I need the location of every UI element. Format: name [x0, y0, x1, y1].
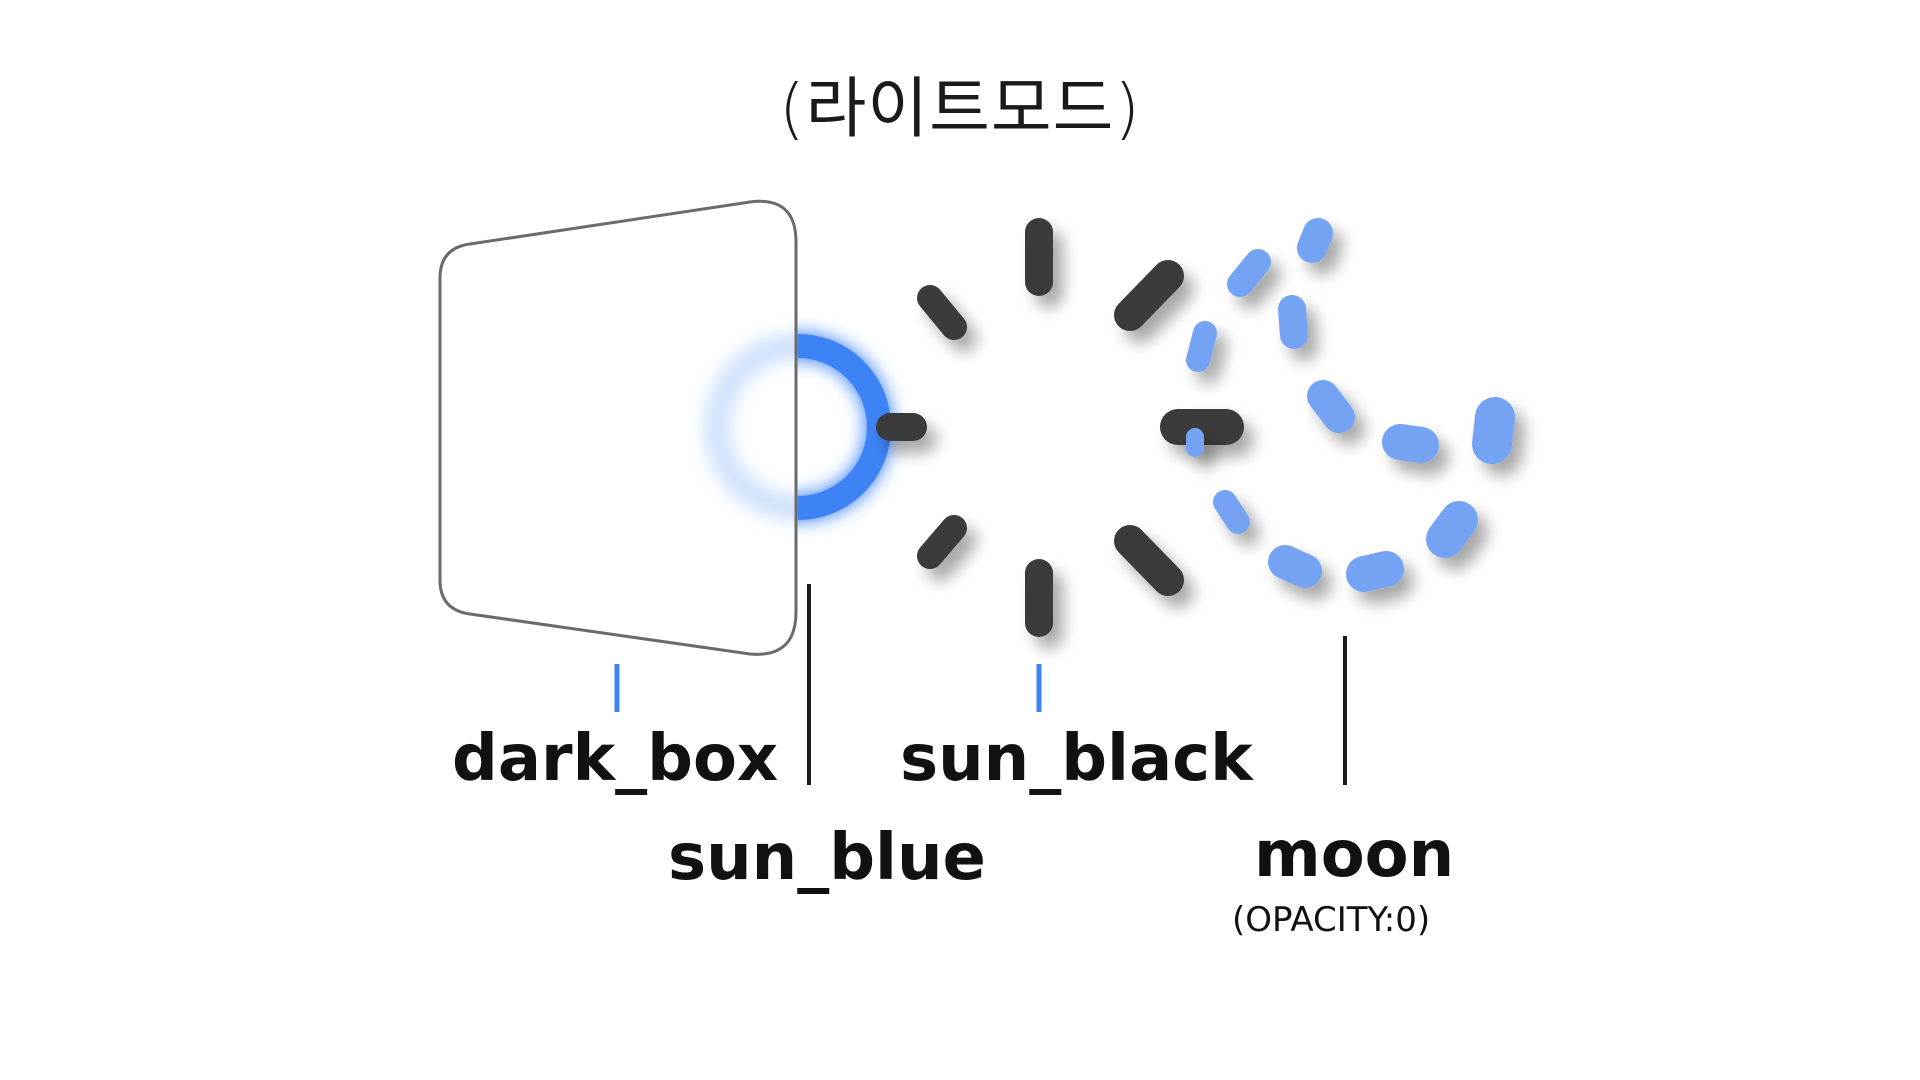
moon-dash — [1346, 551, 1404, 592]
moon-dash — [1382, 424, 1439, 463]
ray-bottom-left — [917, 515, 967, 569]
moon-dash — [1268, 545, 1322, 588]
mode-title: (라이트모드) — [778, 70, 1142, 147]
moon-opacity-note: (OPACITY:0) — [1232, 900, 1431, 940]
moon-dashes — [1186, 218, 1515, 592]
ray-top-right — [1114, 260, 1184, 331]
sun-blue-label: sun_blue — [668, 821, 986, 895]
moon-dash — [1426, 501, 1478, 558]
moon-dash — [1307, 380, 1355, 433]
ray-bottom-right — [1114, 525, 1184, 596]
moon-dash — [1227, 249, 1271, 297]
moon-dash — [1186, 321, 1217, 372]
moon-dash — [1213, 490, 1250, 534]
moon-dash — [1472, 397, 1515, 464]
dark-box-panel — [438, 199, 798, 656]
ray-top-left — [917, 285, 967, 340]
moon-dash — [1297, 218, 1333, 263]
moon-dash — [1278, 295, 1308, 349]
dark-box-label: dark_box — [452, 722, 779, 796]
moon-label: moon — [1254, 818, 1455, 892]
sun-black-label: sun_black — [900, 722, 1253, 796]
sun-black-rays — [876, 218, 1244, 637]
